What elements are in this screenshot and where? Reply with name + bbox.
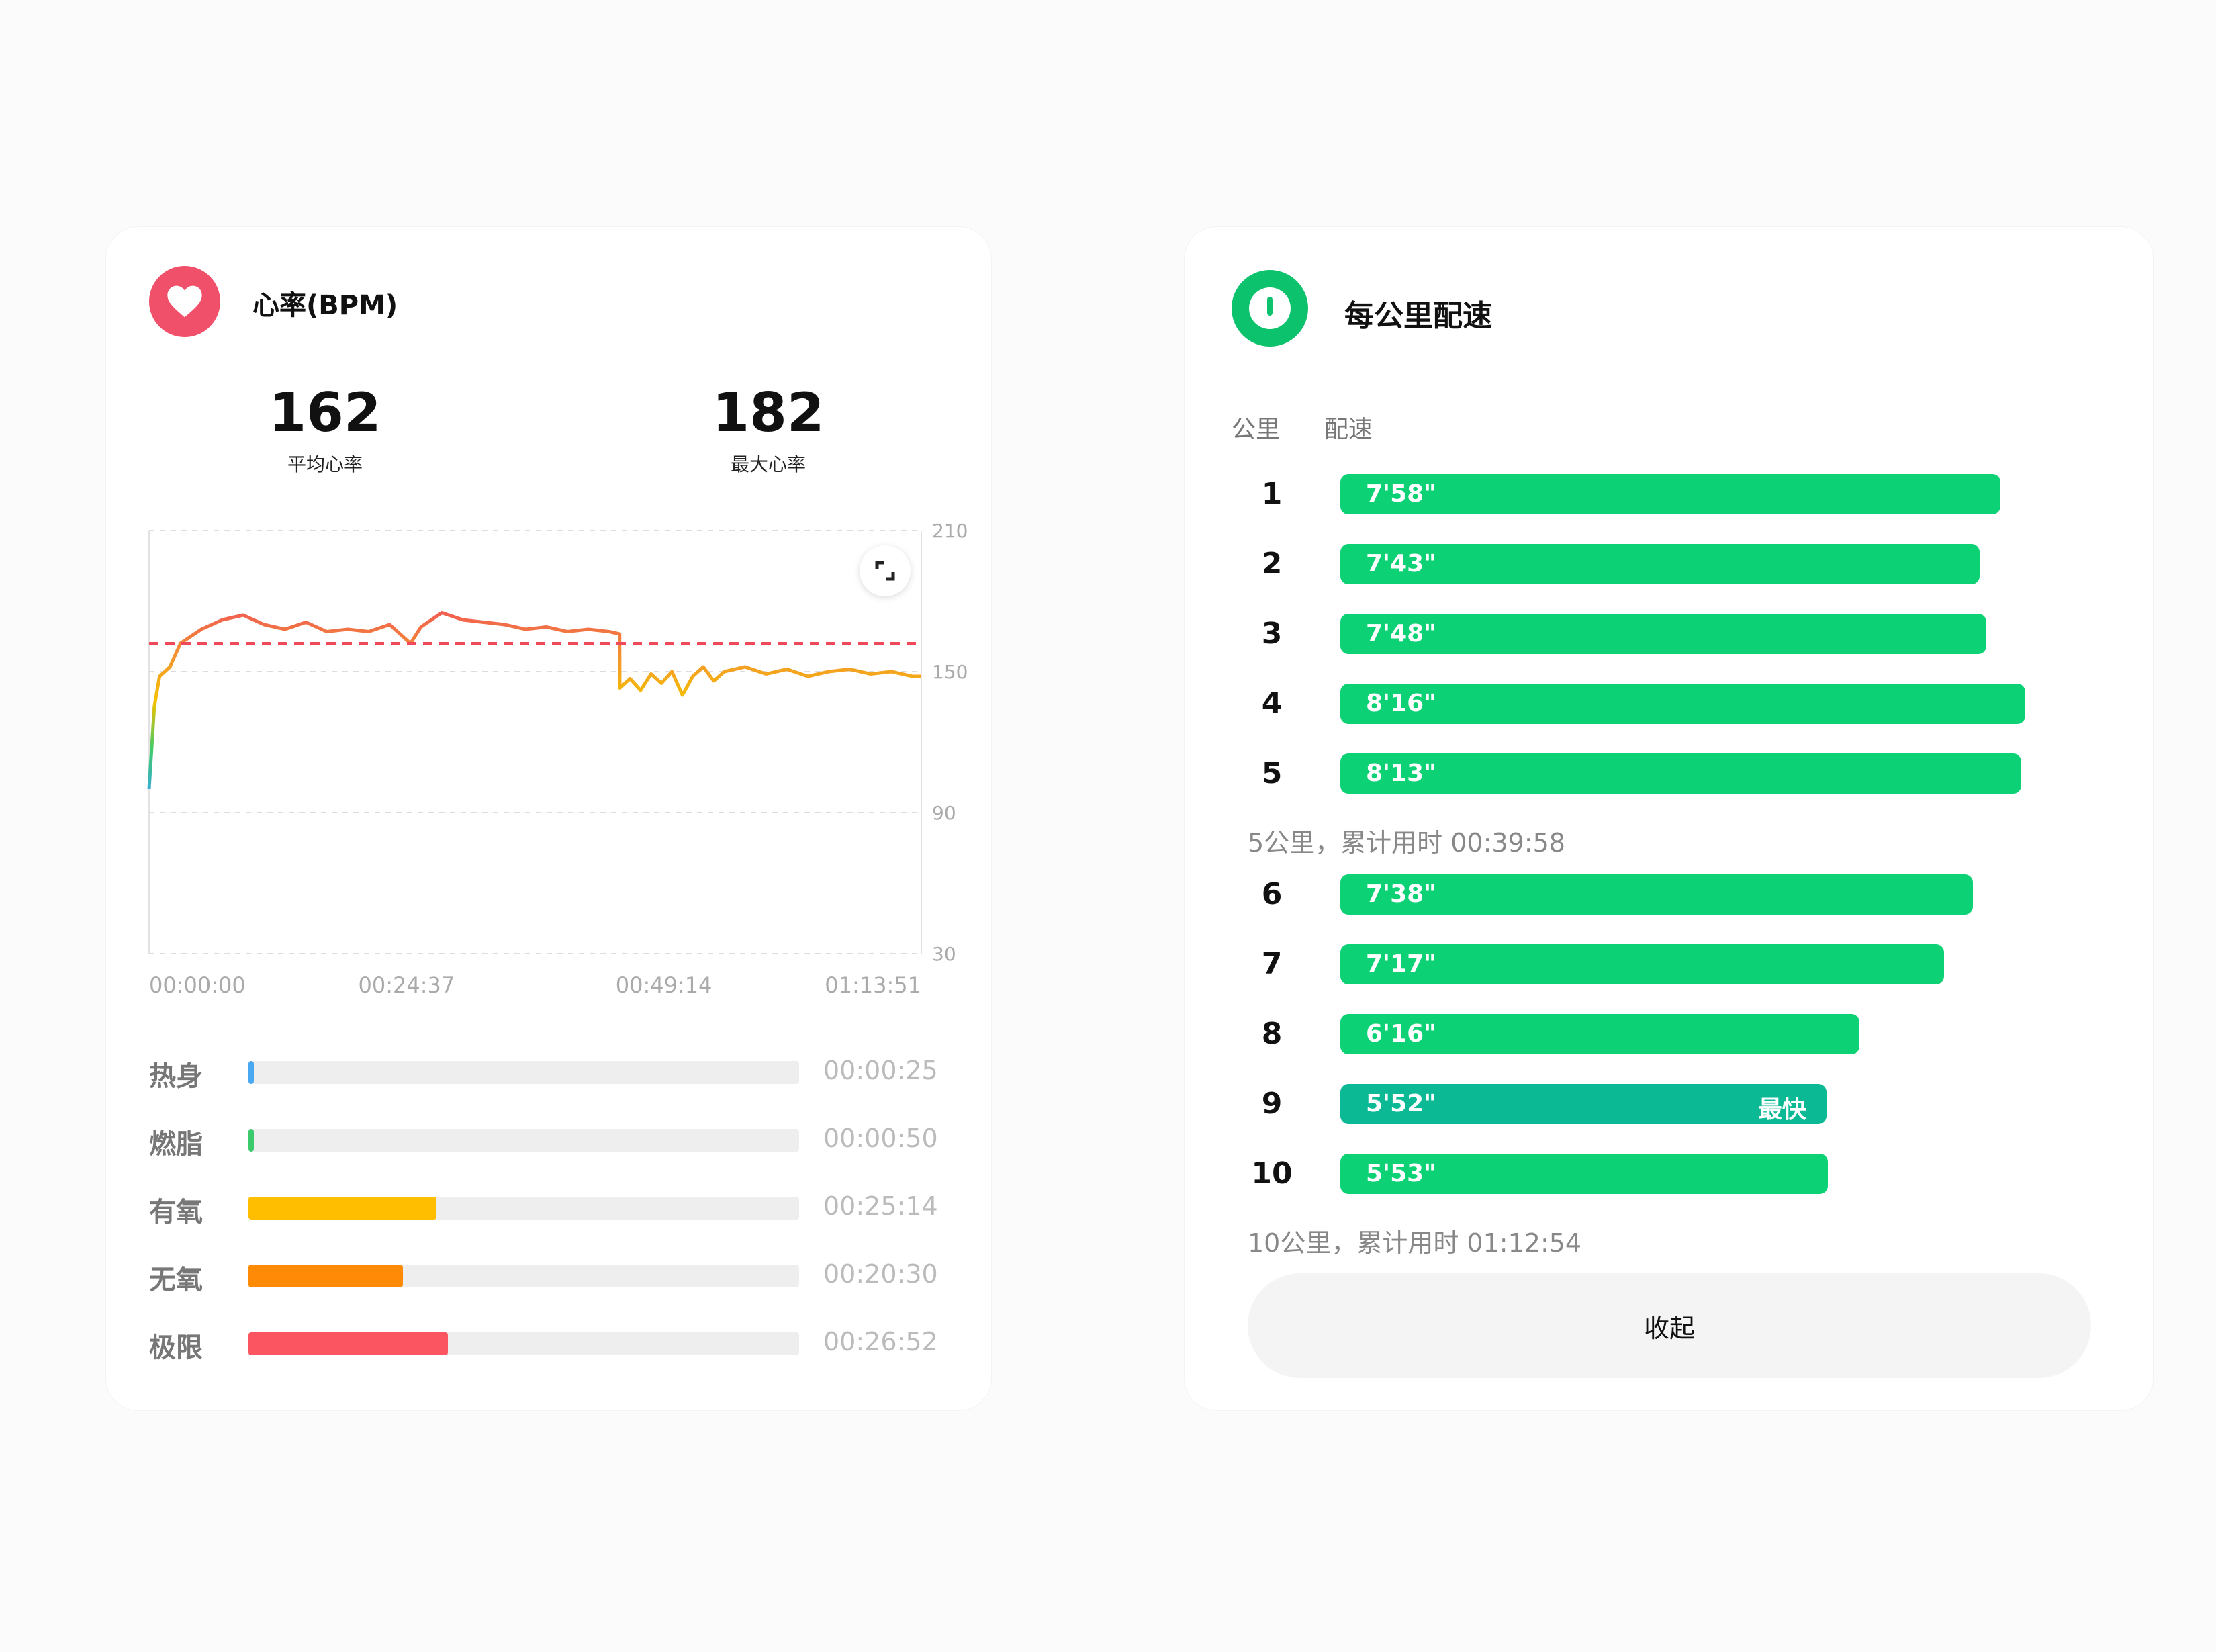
pace-bar: 8'13"	[1340, 753, 2021, 794]
pace-title: 每公里配速	[1344, 299, 1492, 333]
y-tick-label: 210	[932, 520, 968, 542]
pace-card: 每公里配速 公里 配速 1 7'58" 2 7'43" 3 7'48" 4 8'16" 5 8'1…	[1185, 227, 2153, 1410]
split-km-number: 3	[1261, 616, 1283, 651]
pace-value: 7'43"	[1366, 550, 1436, 578]
x-tick-label: 00:49:14	[616, 972, 712, 998]
pace-value: 8'16"	[1366, 690, 1436, 717]
zone-bar-track	[248, 1265, 799, 1287]
heart-rate-line	[147, 611, 921, 790]
zone-bar-track	[248, 1197, 799, 1220]
pace-bar: 7'17"	[1340, 944, 1944, 984]
pace-value: 7'17"	[1366, 950, 1436, 978]
max-heart-rate-value: 182	[712, 381, 825, 444]
pace-value: 8'13"	[1366, 760, 1436, 787]
expand-icon	[875, 561, 895, 581]
speedometer-icon	[1232, 270, 1308, 347]
split-note-10km: 10公里，累计用时 01:12:54	[1248, 1228, 1582, 1258]
pace-bar: 6'16"	[1340, 1014, 1860, 1054]
zone-bar-fill	[248, 1197, 436, 1220]
zone-label: 热身	[149, 1061, 203, 1092]
split-note-5km: 5公里，累计用时 00:39:58	[1248, 828, 1565, 858]
zone-bar-fill	[248, 1129, 254, 1152]
pace-bar: 7'38"	[1340, 874, 1973, 915]
x-tick-label: 00:00:00	[149, 972, 246, 998]
pace-bar: 8'16"	[1340, 684, 2025, 724]
split-km-number: 7	[1261, 947, 1283, 981]
heart-rate-chart: 210 150 90 30 00:00:00 00:24:37 00:49:14 01:13:…	[147, 520, 968, 998]
split-km-number: 10	[1251, 1156, 1293, 1191]
average-heart-rate-label: 平均心率	[287, 453, 363, 475]
expand-chart-button[interactable]	[860, 545, 911, 596]
zone-label: 燃脂	[149, 1129, 203, 1160]
zone-bar-fill	[248, 1265, 404, 1287]
max-heart-rate-label: 最大心率	[730, 453, 806, 475]
split-km-number: 1	[1261, 477, 1283, 511]
split-km-number: 2	[1261, 547, 1283, 581]
heart-rate-title: 心率(BPM)	[252, 290, 398, 321]
pace-bar: 5'52" 最快	[1340, 1084, 1827, 1124]
y-tick-label: 150	[932, 661, 968, 683]
zone-time: 00:00:50	[823, 1123, 938, 1153]
zone-time: 00:26:52	[823, 1327, 938, 1357]
pace-bar: 7'58"	[1340, 474, 2000, 514]
zone-bar-track	[248, 1061, 799, 1084]
fastest-badge: 最快	[1757, 1096, 1806, 1123]
y-tick-label: 90	[932, 802, 956, 824]
split-km-number: 4	[1261, 686, 1283, 721]
x-tick-label: 01:13:51	[825, 972, 921, 998]
x-tick-label: 00:24:37	[358, 972, 455, 998]
pace-value: 5'53"	[1366, 1160, 1436, 1187]
column-header-km: 公里	[1232, 416, 1281, 443]
zone-label: 极限	[149, 1332, 203, 1363]
zone-bar-track	[248, 1332, 799, 1355]
split-km-number: 8	[1261, 1017, 1283, 1051]
column-header-pace: 配速	[1324, 416, 1373, 443]
average-heart-rate-value: 162	[269, 381, 381, 444]
split-km-number: 5	[1261, 756, 1283, 790]
pace-bar: 5'53"	[1340, 1154, 1828, 1194]
zone-bar-track	[248, 1129, 799, 1152]
pace-value: 7'38"	[1366, 880, 1436, 908]
pace-value: 7'48"	[1366, 620, 1436, 647]
zone-label: 无氧	[149, 1265, 203, 1295]
zone-bar-fill	[248, 1332, 448, 1355]
pace-value: 6'16"	[1366, 1020, 1436, 1048]
pace-value: 5'52"	[1366, 1090, 1436, 1117]
split-km-number: 6	[1261, 877, 1283, 911]
pace-bar: 7'48"	[1340, 614, 1987, 654]
zone-bar-fill	[248, 1061, 254, 1084]
y-tick-label: 30	[932, 943, 956, 965]
split-km-number: 9	[1261, 1087, 1283, 1121]
heart-rate-card: 心率(BPM) 162 平均心率 182 最大心率 210 150 90 30 00:0…	[106, 227, 991, 1410]
pace-value: 7'58"	[1366, 480, 1436, 508]
pace-bar: 7'43"	[1340, 544, 1980, 584]
zone-time: 00:25:14	[823, 1191, 938, 1221]
collapse-button[interactable]: 收起	[1248, 1273, 2091, 1378]
zone-time: 00:00:25	[823, 1056, 938, 1085]
zone-time: 00:20:30	[823, 1259, 938, 1289]
heart-icon	[149, 266, 220, 337]
zone-label: 有氧	[149, 1197, 203, 1228]
